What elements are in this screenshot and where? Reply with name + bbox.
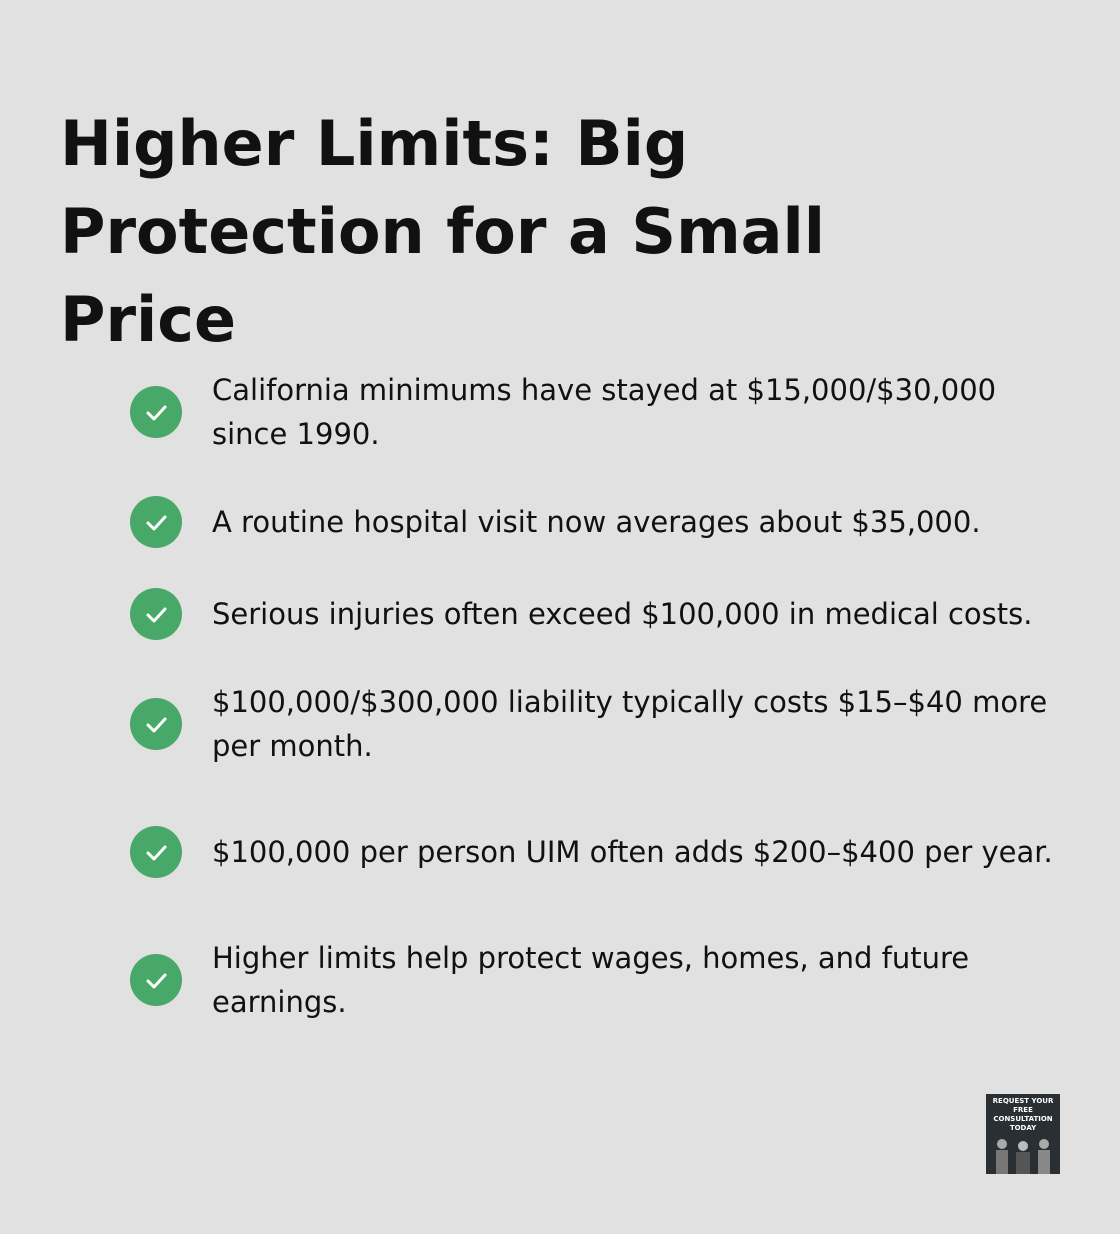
list-item: A routine hospital visit now averages ab…: [130, 496, 1060, 548]
badge-text: REQUEST YOUR FREE CONSULTATION TODAY: [992, 1097, 1054, 1132]
check-icon: [130, 698, 182, 750]
list-item: $100,000/$300,000 liability typically co…: [130, 680, 1060, 768]
item-text: $100,000/$300,000 liability typically co…: [212, 685, 1048, 763]
item-text: A routine hospital visit now averages ab…: [212, 505, 981, 539]
list-item: Serious injuries often exceed $100,000 i…: [130, 588, 1060, 640]
check-icon: [130, 496, 182, 548]
cta-badge[interactable]: REQUEST YOUR FREE CONSULTATION TODAY: [986, 1094, 1060, 1174]
check-icon: [130, 386, 182, 438]
item-text: Higher limits help protect wages, homes,…: [212, 941, 970, 1019]
item-text: $100,000 per person UIM often adds $200–…: [212, 835, 1053, 869]
check-icon: [130, 826, 182, 878]
list-item: California minimums have stayed at $15,0…: [130, 368, 1060, 456]
item-text: Serious injuries often exceed $100,000 i…: [212, 597, 1033, 631]
item-text: California minimums have stayed at $15,0…: [212, 373, 997, 451]
title: Higher Limits: Big Protection for a Smal…: [60, 107, 826, 356]
check-icon: [130, 588, 182, 640]
list-item: Higher limits help protect wages, homes,…: [130, 936, 1060, 1024]
check-icon: [130, 954, 182, 1006]
people-graphic: [996, 1139, 1050, 1174]
list-item: $100,000 per person UIM often adds $200–…: [130, 808, 1060, 896]
